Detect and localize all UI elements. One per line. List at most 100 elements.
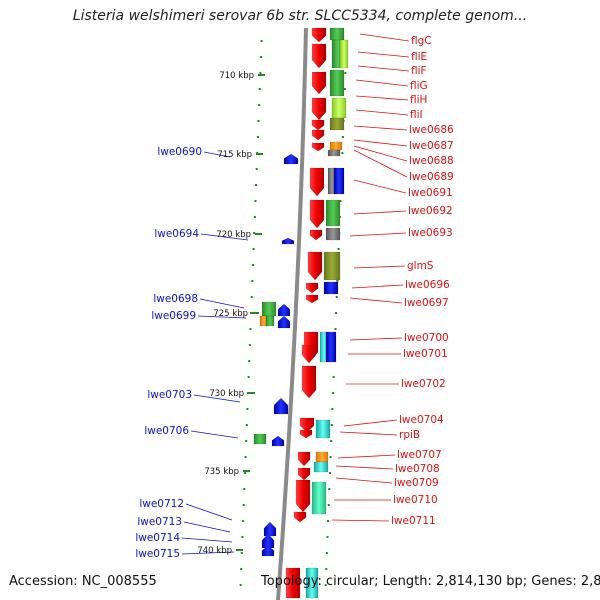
genome-backbone (276, 27, 308, 600)
ring-dot (343, 88, 346, 90)
feature-block (315, 451, 329, 463)
ring-dot (324, 584, 327, 586)
gene-label[interactable]: lwe0715 (135, 548, 180, 560)
feature-block (329, 141, 343, 151)
gene-label[interactable]: lwe0691 (408, 187, 453, 199)
gene-label[interactable]: lwe0693 (408, 227, 453, 239)
kbp-label: 715 kbp (217, 150, 252, 160)
ring-dot (245, 424, 248, 426)
kbp-tick (255, 233, 262, 235)
gene-label[interactable]: lwe0686 (409, 124, 454, 136)
gene-label[interactable]: lwe0707 (397, 449, 442, 461)
gene-label[interactable]: fliF (411, 65, 427, 77)
kbp-label: 735 kbp (204, 467, 239, 477)
label-leader (355, 95, 409, 101)
kbp-tick (236, 549, 243, 551)
label-leader (353, 265, 406, 269)
gene-label[interactable]: lwe0713 (137, 516, 182, 528)
gene-arrow (309, 167, 325, 197)
gene-label[interactable]: lwe0708 (395, 463, 440, 475)
label-leader (337, 454, 396, 459)
gene-label[interactable]: lwe0704 (399, 414, 444, 426)
ring-dot (250, 312, 253, 314)
ring-dot (258, 104, 261, 106)
gene-label[interactable]: fliE (411, 51, 427, 63)
gene-arrow (309, 199, 325, 229)
ring-dot (334, 328, 337, 330)
gene-arrow (311, 119, 325, 131)
ring-dot (327, 520, 330, 522)
gene-label[interactable]: lwe0687 (409, 140, 454, 152)
ring-dot (253, 232, 256, 234)
gene-arrow (311, 43, 327, 69)
gene-arrow (311, 142, 325, 152)
gene-arrow (263, 521, 277, 537)
gene-label[interactable]: lwe0699 (151, 310, 196, 322)
gene-label[interactable]: lwe0701 (403, 348, 448, 360)
gene-label[interactable]: lwe0714 (135, 532, 180, 544)
ring-dot (244, 456, 247, 458)
gene-label[interactable]: rpiB (399, 429, 420, 441)
label-leader (349, 337, 403, 341)
label-leader (353, 125, 408, 131)
gene-label[interactable]: lwe0698 (153, 293, 198, 305)
gene-arrow (311, 129, 325, 141)
gene-arrow (297, 451, 311, 467)
feature-block (329, 27, 345, 41)
label-leader (357, 51, 410, 58)
gene-label[interactable]: lwe0706 (144, 425, 189, 437)
ring-dot (246, 408, 249, 410)
ring-dot (332, 376, 335, 378)
gene-label[interactable]: lwe0711 (391, 515, 436, 527)
feature-block (323, 251, 341, 281)
ring-dot (331, 408, 334, 410)
gene-arrow (261, 545, 275, 557)
gene-label[interactable]: glmS (407, 260, 434, 272)
ring-dot (242, 520, 245, 522)
gene-label[interactable]: lwe0688 (409, 155, 454, 167)
gene-label[interactable]: lwe0710 (393, 494, 438, 506)
gene-arrow (311, 29, 327, 37)
gene-label[interactable]: lwe0689 (409, 171, 454, 183)
ring-dot (259, 72, 262, 74)
ring-dot (326, 536, 329, 538)
ring-dot (252, 248, 255, 250)
gene-arrow (311, 97, 327, 121)
gene-label[interactable]: lwe0702 (401, 378, 446, 390)
ring-dot (251, 280, 254, 282)
ring-dot (259, 56, 262, 58)
gene-label[interactable]: lwe0696 (405, 279, 450, 291)
ring-dot (241, 536, 244, 538)
gene-label[interactable]: lwe0690 (157, 146, 202, 158)
gene-arrow (295, 479, 311, 513)
ring-dot (250, 296, 253, 298)
gene-arrow (299, 429, 313, 439)
kbp-label: 730 kbp (209, 389, 244, 399)
ring-dot (329, 456, 332, 458)
ring-dot (335, 312, 338, 314)
gene-label[interactable]: lwe0712 (139, 498, 184, 510)
ring-dot (330, 424, 333, 426)
gene-label[interactable]: flgC (411, 35, 432, 47)
gene-label[interactable]: fliG (410, 80, 428, 92)
kbp-tick (248, 392, 255, 394)
gene-label[interactable]: lwe0694 (154, 228, 199, 240)
gene-label[interactable]: lwe0697 (404, 297, 449, 309)
map-title: Listeria welshimeri serovar 6b str. SLCC… (72, 8, 528, 24)
label-leader (349, 297, 403, 304)
kbp-label: 740 kbp (197, 546, 232, 556)
gene-label[interactable]: lwe0709 (394, 477, 439, 489)
feature-block (313, 461, 329, 473)
ring-dot (325, 552, 328, 554)
gene-label[interactable]: lwe0703 (147, 389, 192, 401)
gene-label[interactable]: lwe0692 (408, 205, 453, 217)
label-leader (181, 551, 235, 555)
feature-block (325, 199, 341, 227)
gene-arrow (309, 229, 323, 241)
gene-label[interactable]: fliH (410, 94, 427, 106)
ring-dot (256, 136, 259, 138)
gene-label[interactable]: fliI (410, 109, 423, 121)
gene-label[interactable]: lwe0700 (404, 332, 449, 344)
label-leader (185, 503, 233, 521)
label-leader (197, 315, 247, 319)
